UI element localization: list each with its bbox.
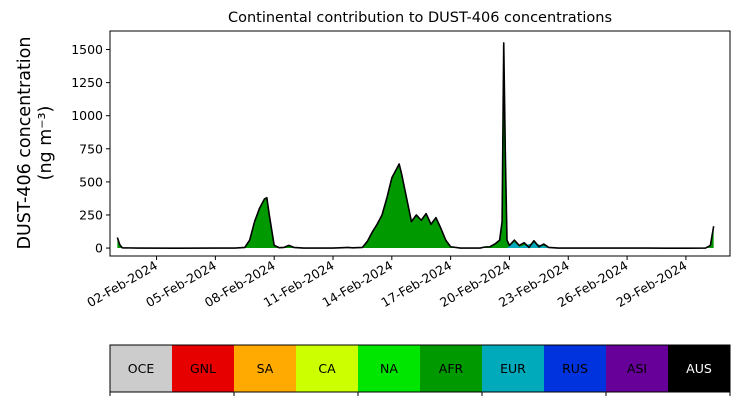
legend-label-aus: AUS — [686, 361, 712, 376]
legend-swatch-oce — [110, 345, 172, 392]
series-total-line — [116, 42, 715, 249]
y-tick-label: 750 — [79, 141, 103, 156]
legend-label-afr: AFR — [439, 361, 464, 376]
legend-colorbar: OCE GNL SA CA NA AFR EUR RUS ASI AUS — [109, 344, 731, 396]
legend-swatch-gnl — [172, 345, 234, 392]
legend-frame — [109, 344, 731, 393]
series-eur-area — [507, 242, 559, 249]
legend-swatch-eur — [482, 345, 544, 392]
legend-swatch-afr — [420, 345, 482, 392]
legend-swatch-rus — [544, 345, 606, 392]
legend-label-oce: OCE — [128, 361, 155, 376]
legend-swatch-asi — [606, 345, 668, 392]
legend-swatch-na — [358, 345, 420, 392]
legend-label-gnl: GNL — [190, 361, 216, 376]
legend-label-asi: ASI — [627, 361, 647, 376]
legend-label-na: NA — [380, 361, 398, 376]
legend-label-ca: CA — [318, 361, 336, 376]
y-tick-label: 1250 — [71, 75, 103, 90]
y-tick-label: 1500 — [71, 42, 103, 57]
y-tick-label: 250 — [79, 207, 103, 222]
legend-label-rus: RUS — [562, 361, 588, 376]
y-axis-label-line2: (ng m⁻³) — [36, 106, 56, 181]
y-axis-label: DUST-406 concentration (ng m⁻³) — [15, 37, 56, 250]
legend-label-eur: EUR — [500, 361, 526, 376]
y-tick-label: 500 — [79, 174, 103, 189]
chart-title: Continental contribution to DUST-406 con… — [228, 10, 612, 26]
legend-swatch-aus — [668, 345, 730, 392]
legend-swatch-ca — [296, 345, 358, 392]
legend-swatch-sa — [234, 345, 296, 392]
y-axis-label-line1: DUST-406 concentration — [15, 37, 35, 250]
legend-label-sa: SA — [257, 361, 274, 376]
y-tick-label: 0 — [95, 241, 103, 256]
y-tick-label: 1000 — [71, 108, 103, 123]
plot-frame — [109, 30, 731, 257]
